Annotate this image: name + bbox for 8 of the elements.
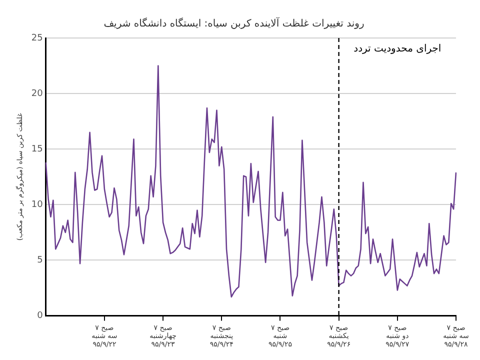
- ref-line-label: اجرای محدودیت تردد: [354, 44, 442, 55]
- chart-title: روند تغییرات غلظت آلاینده کربن سیاه: ایستگاه دانشگاه شریف: [104, 16, 364, 30]
- y-tick-label: 10: [31, 200, 44, 210]
- y-tick-label: 5: [37, 256, 43, 266]
- y-tick-label: 20: [31, 88, 44, 99]
- y-tick-label: 0: [37, 311, 44, 322]
- y-tick-label: 25: [31, 33, 43, 44]
- y-tick-label: 15: [31, 144, 43, 154]
